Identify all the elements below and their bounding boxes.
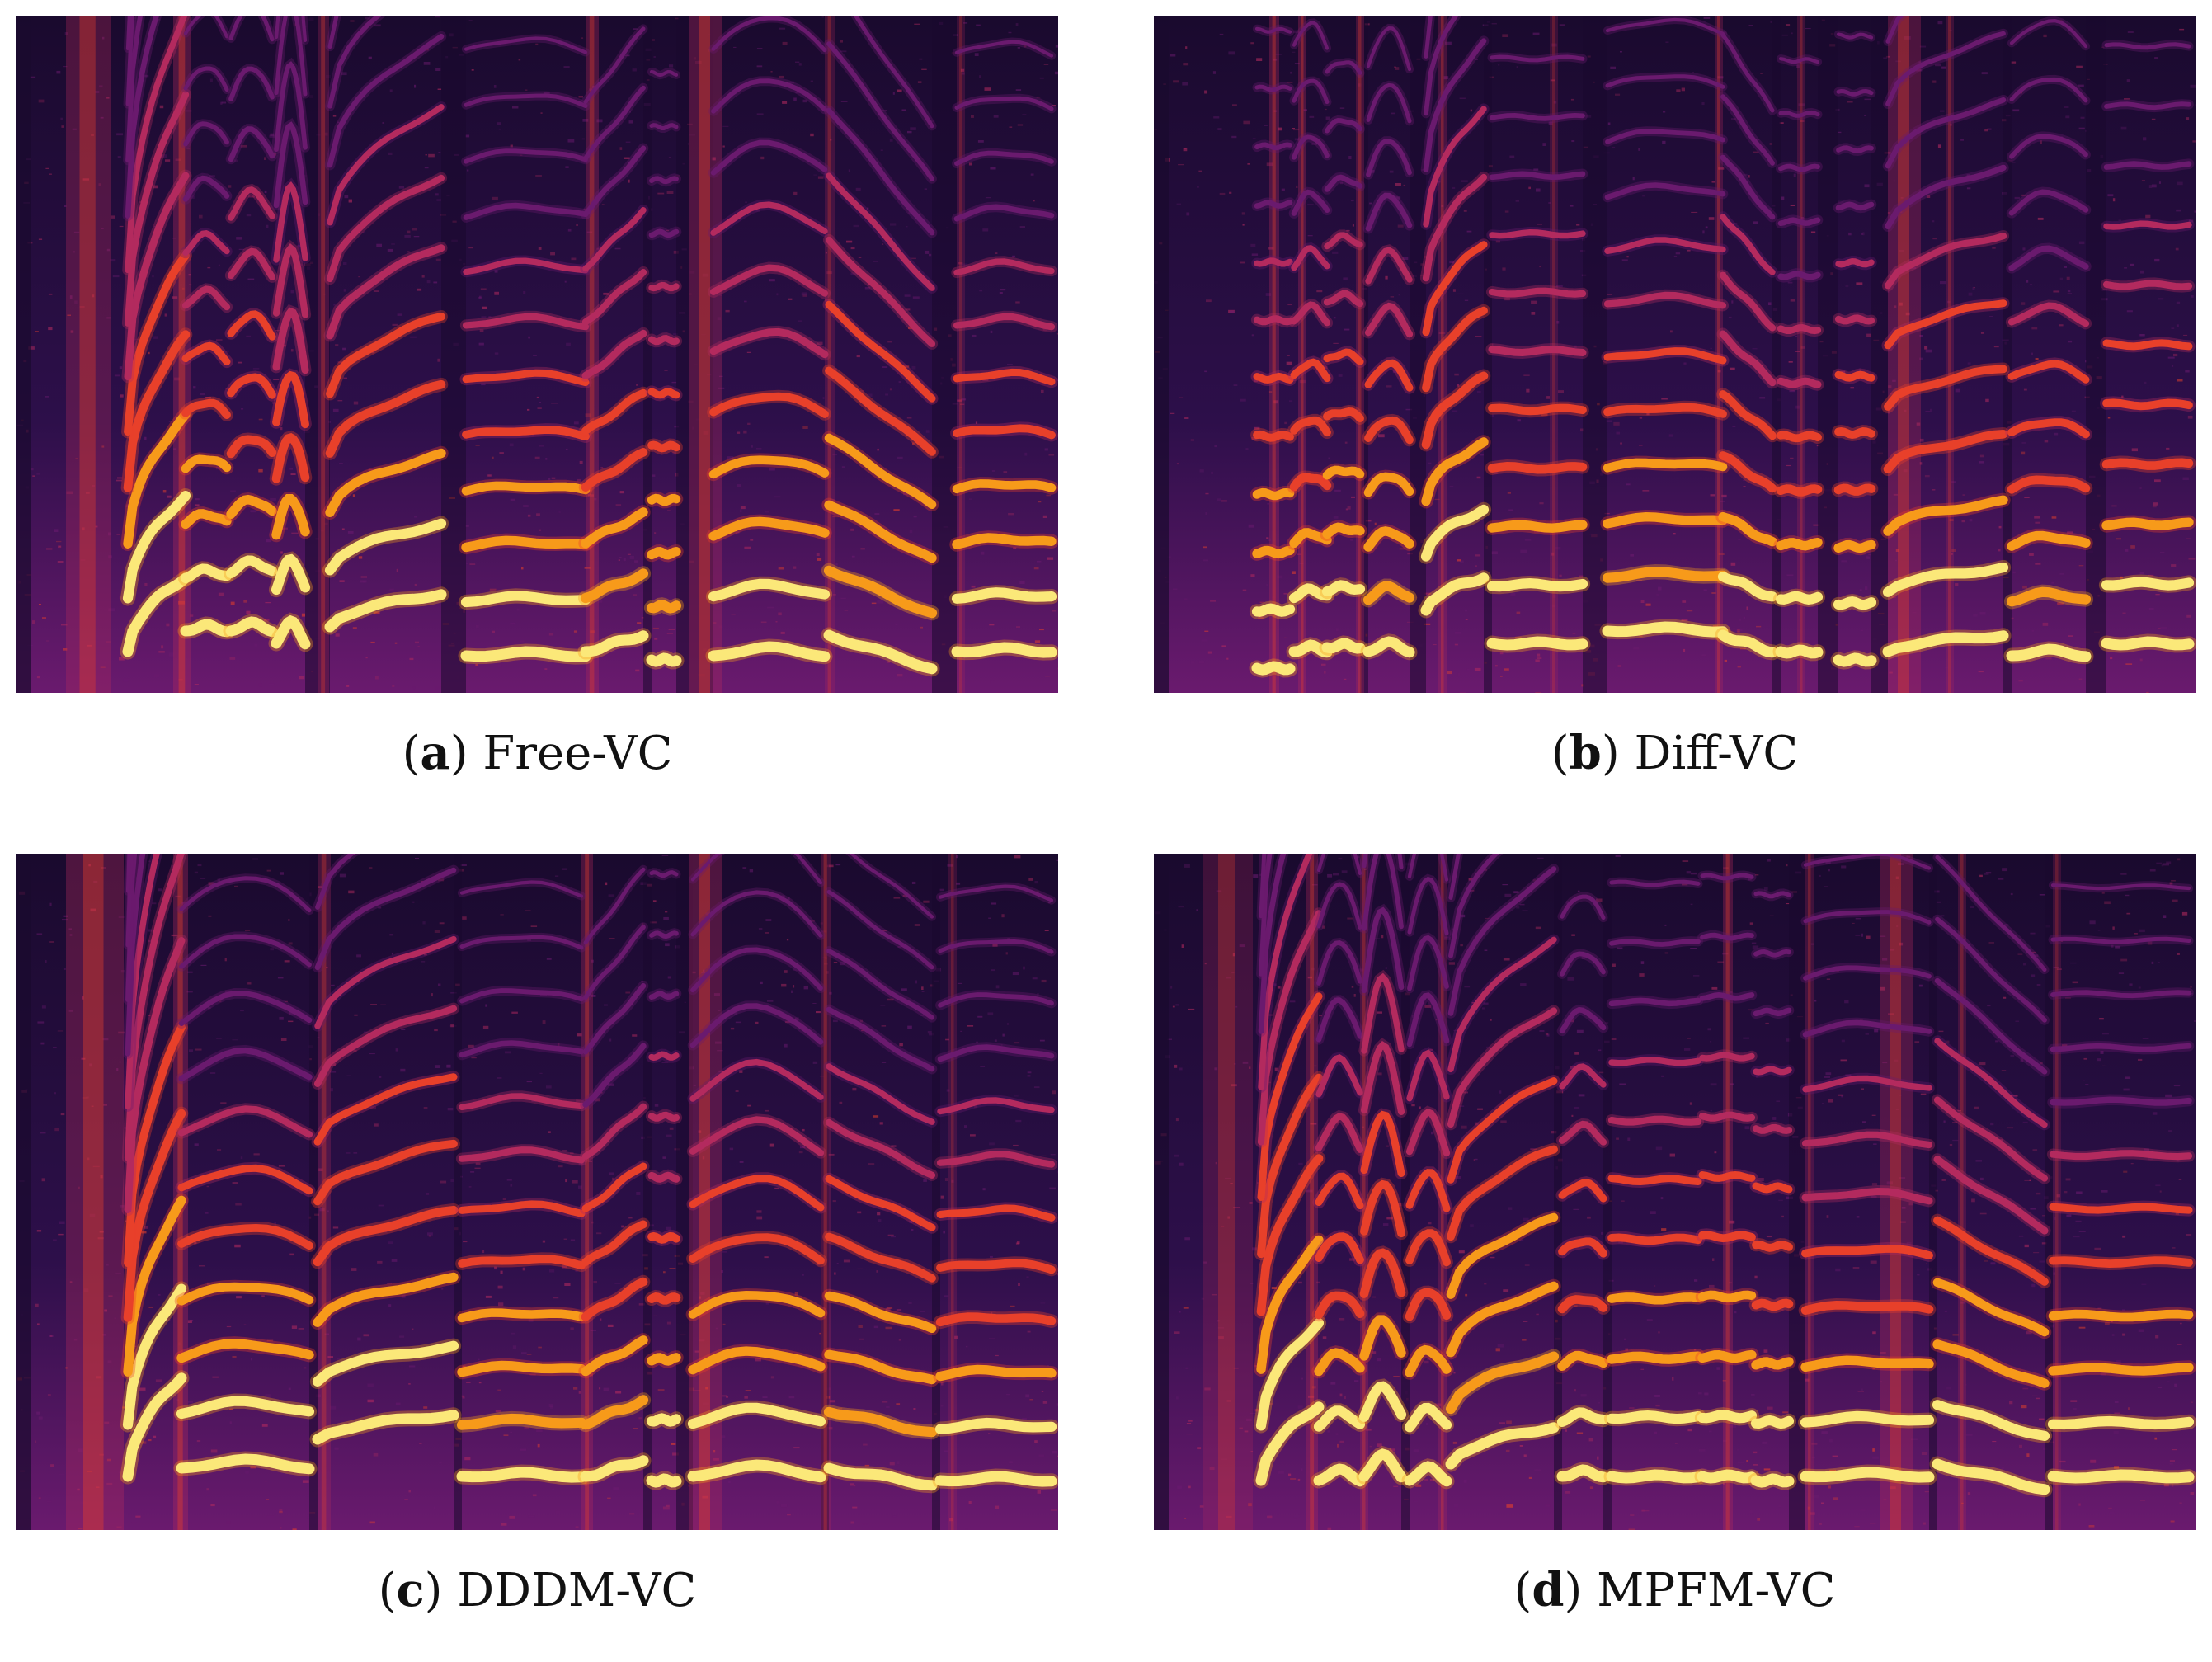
spectrogram-mpfm-vc xyxy=(1154,854,2196,1530)
caption-c-text: DDDM-VC xyxy=(457,1564,696,1617)
caption-d: (d) MPFM-VC xyxy=(1154,1563,2196,1618)
panel-c: (c) DDDM-VC xyxy=(16,854,1058,1662)
caption-c-letter: c xyxy=(396,1563,424,1617)
caption-a-text: Free-VC xyxy=(482,727,672,780)
caption-a: (a) Free-VC xyxy=(16,726,1058,781)
caption-d-text: MPFM-VC xyxy=(1597,1564,1835,1617)
caption-a-letter: a xyxy=(420,726,449,780)
panel-b: (b) Diff-VC xyxy=(1154,16,2196,825)
spectrogram-dddm-vc xyxy=(16,854,1058,1530)
caption-b: (b) Diff-VC xyxy=(1154,726,2196,781)
spectrogram-free-vc xyxy=(16,16,1058,693)
panel-d: (d) MPFM-VC xyxy=(1154,854,2196,1662)
spectrogram-diff-vc xyxy=(1154,16,2196,693)
caption-c: (c) DDDM-VC xyxy=(16,1563,1058,1618)
caption-b-letter: b xyxy=(1570,726,1602,780)
caption-d-letter: d xyxy=(1532,1563,1564,1617)
panel-a: (a) Free-VC xyxy=(16,16,1058,825)
caption-b-text: Diff-VC xyxy=(1634,727,1798,780)
